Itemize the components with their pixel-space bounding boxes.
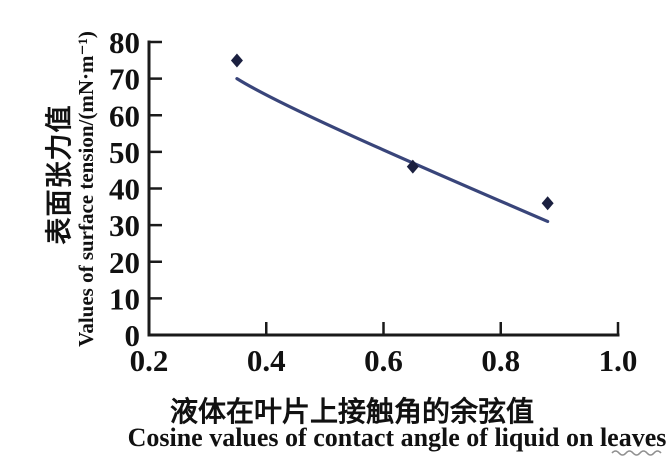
y-tick-label: 80 [109, 25, 140, 60]
spellcheck-squiggle-decoration [611, 450, 662, 456]
y-tick-label: 50 [109, 135, 140, 170]
x-tick-label: 1.0 [599, 343, 638, 378]
x-tick-label: 0.8 [481, 343, 520, 378]
x-tick-label: 0.4 [247, 343, 286, 378]
y-tick-label: 20 [109, 245, 140, 280]
y-axis-label-english: Values of surface tension/(mN·m⁻¹) [74, 31, 98, 347]
data-point-marker [406, 159, 419, 174]
x-tick-label: 0.6 [364, 343, 403, 378]
trend-line [235, 77, 550, 224]
y-tick-label: 60 [109, 98, 140, 133]
y-axis-label-chinese: 表面张力值 [44, 104, 75, 245]
x-axis-label-chinese: 液体在叶片上接触角的余弦值 [169, 397, 534, 428]
x-axis-label-english: Cosine values of contact angle of liquid… [127, 423, 667, 452]
y-tick-label: 0 [125, 318, 141, 353]
data-point-marker [230, 53, 243, 68]
data-point-marker [541, 196, 554, 211]
x-tick-label: 0.2 [130, 343, 169, 378]
y-tick-label: 70 [109, 62, 140, 97]
y-tick-label: 40 [109, 172, 140, 207]
y-tick-label: 10 [109, 281, 140, 316]
y-tick-label: 30 [109, 208, 140, 243]
